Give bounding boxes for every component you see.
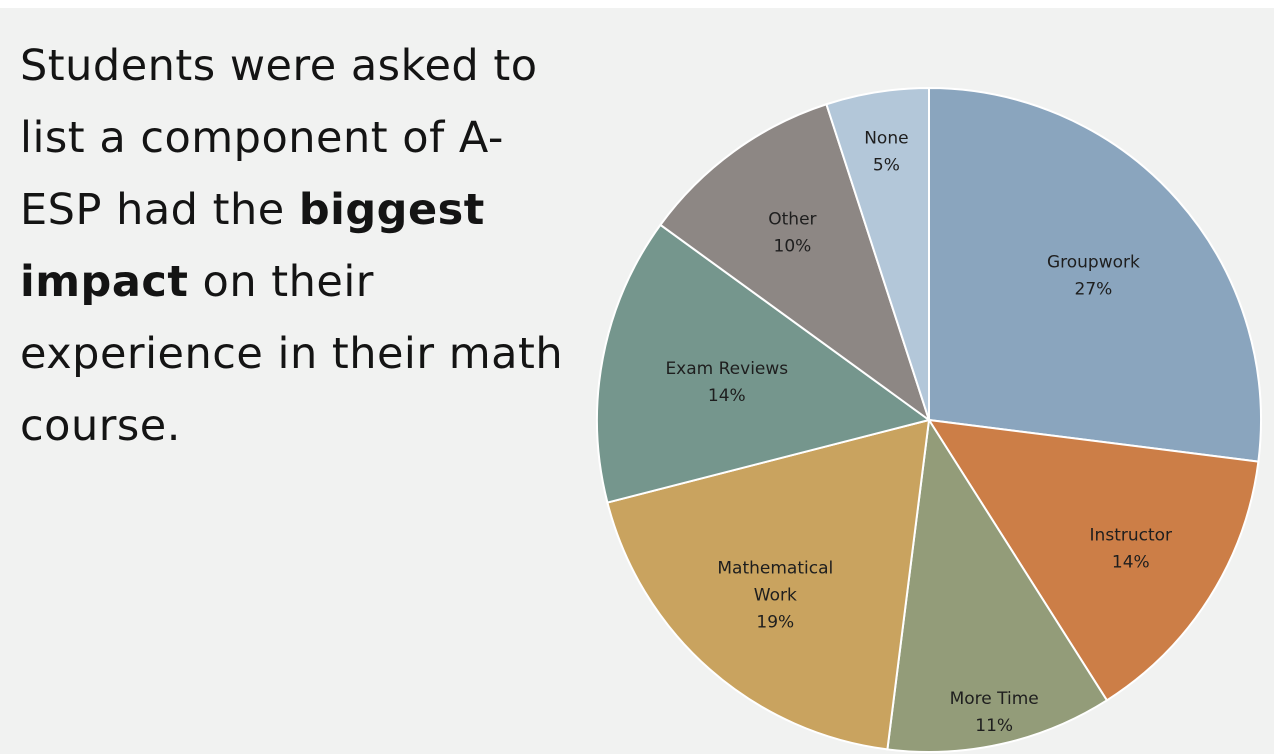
top-bar <box>0 0 1274 8</box>
pie-label-mathematical-work: Mathematical Work 19% <box>717 558 833 632</box>
pie-label-other: Other 10% <box>768 210 816 257</box>
headline-part-1: Students were asked to list a component … <box>20 41 538 235</box>
pie-label-exam-reviews: Exam Reviews 14% <box>665 359 788 406</box>
headline-part-bold: biggest impact <box>20 185 485 307</box>
pie-slice-more-time <box>886 417 1109 753</box>
pie-slice-other <box>659 102 931 423</box>
pie-label-groupwork: Groupwork 27% <box>1047 253 1140 300</box>
pie-slice-instructor <box>927 418 1260 702</box>
pie-slice-exam-reviews <box>596 223 932 504</box>
headline-part-3: on their experience in their math course… <box>20 257 564 451</box>
pie-slice-none <box>825 86 930 421</box>
pie-label-none: None 5% <box>864 129 908 176</box>
pie-slice-mathematical-work <box>606 418 931 751</box>
pie-label-more-time: More Time 11% <box>950 689 1039 736</box>
pie-label-instructor: Instructor 14% <box>1090 526 1172 573</box>
pie-slice-groupwork <box>928 86 1262 463</box>
headline: Students were asked to list a component … <box>20 30 580 462</box>
